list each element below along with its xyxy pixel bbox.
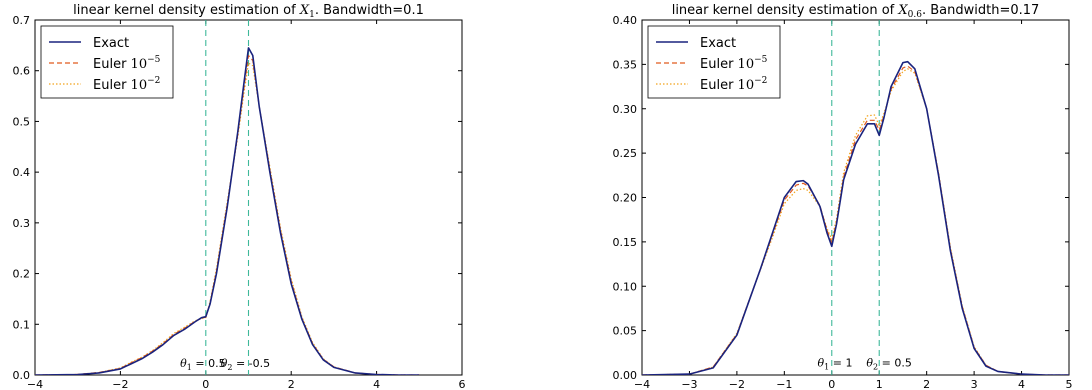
theta-annotation: θ1 = 0.5	[180, 357, 225, 372]
x-tick-label: −1	[776, 378, 792, 390]
series-line-exact	[642, 60, 1069, 375]
y-tick-label: 0.10	[613, 280, 638, 293]
series-line-euler-10-5	[642, 65, 1069, 375]
x-tick-label: 0	[828, 378, 835, 390]
x-tick-label: 6	[459, 378, 466, 390]
y-tick-label: 0.7	[13, 14, 31, 27]
series-line-euler-10-2	[35, 62, 420, 375]
x-tick-label: 3	[971, 378, 978, 390]
legend-label: Euler 10−2	[93, 76, 160, 93]
y-tick-label: 0.5	[13, 115, 31, 128]
series-line-euler-10-5	[35, 54, 420, 375]
series-line-exact	[35, 47, 420, 375]
series-line-euler-10-2	[642, 68, 1069, 375]
y-tick-label: 0.2	[13, 268, 31, 281]
x-tick-label: −3	[681, 378, 697, 390]
y-tick-label: 0.15	[613, 236, 638, 249]
x-tick-label: −2	[112, 378, 128, 390]
legend-label: Exact	[700, 36, 736, 51]
chart-title: linear kernel density estimation of X0.6…	[672, 3, 1040, 20]
x-tick-label: 4	[1018, 378, 1025, 390]
chart-title: linear kernel density estimation of X1. …	[73, 3, 424, 20]
y-tick-label: 0.6	[13, 65, 31, 78]
y-tick-label: 0.00	[613, 369, 638, 382]
y-tick-label: 0.1	[13, 318, 31, 331]
density-chart-x1: −4 −2 0 2 4 6 0.0 0.1 0.2 0.3 0.4 0.5 0.6 0.7 θ1 = 0.5…	[13, 3, 466, 390]
x-tick-label: 2	[923, 378, 930, 390]
y-tick-label: 0.20	[613, 192, 638, 205]
theta-annotation: θ2 = 0.5	[866, 357, 911, 372]
legend: Exact Euler 10−5 Euler 10−2	[647, 25, 781, 99]
theta-annotation: θ2 = -0.5	[221, 357, 270, 372]
y-tick-label: 0.3	[13, 217, 31, 230]
density-chart-x06: −4 −3 −2 −1 0 1 2 3 4 5 0.00 0.05 0.10 0.15 0.20 0.25 0.…	[613, 3, 1073, 390]
x-tick-label: −2	[729, 378, 745, 390]
y-tick-label: 0.40	[613, 14, 638, 27]
legend-box	[40, 25, 174, 99]
y-tick-label: 0.30	[613, 103, 638, 116]
legend-label: Exact	[93, 36, 129, 51]
x-tick-label: −4	[634, 378, 650, 390]
x-tick-label: 1	[876, 378, 883, 390]
x-tick-label: 4	[373, 378, 380, 390]
theta-annotation: θ1 = 1	[818, 357, 853, 372]
y-tick-label: 0.05	[613, 325, 638, 338]
legend-label: Euler 10−2	[700, 76, 767, 93]
x-tick-label: 2	[288, 378, 295, 390]
y-tick-label: 0.4	[13, 166, 31, 179]
y-tick-label: 0.0	[13, 369, 31, 382]
legend-box	[647, 25, 781, 99]
y-tick-label: 0.25	[613, 147, 638, 160]
x-tick-label: 0	[202, 378, 209, 390]
legend: Exact Euler 10−5 Euler 10−2	[40, 25, 174, 99]
x-tick-label: 5	[1066, 378, 1073, 390]
legend-label: Euler 10−5	[93, 55, 161, 72]
legend-label: Euler 10−5	[700, 55, 768, 72]
y-tick-label: 0.35	[613, 58, 638, 71]
x-tick-label: −4	[27, 378, 43, 390]
